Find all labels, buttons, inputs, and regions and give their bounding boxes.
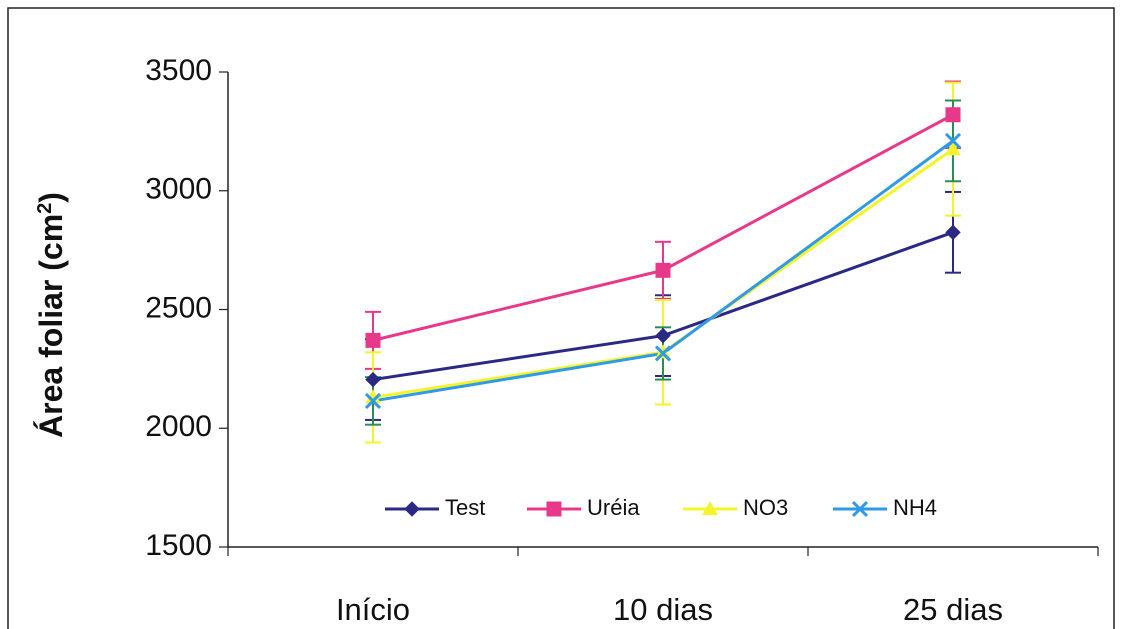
y-axis-label-suffix: ) <box>33 192 69 203</box>
legend-label-no3: NO3 <box>743 495 788 520</box>
plot-area: 1500 2000 2500 3000 3500 Início 10 dias 25 dias <box>145 54 1099 627</box>
y-axis-label-superscript: 2 <box>34 203 56 214</box>
legend-marker-uréia <box>546 501 562 517</box>
data-point-test <box>945 224 961 241</box>
legend-label-nh4: NH4 <box>893 495 937 520</box>
x-marker-stroke <box>851 500 869 518</box>
x-marker-stroke <box>944 132 962 149</box>
data-point-nh4 <box>944 132 962 149</box>
data-point-uréia <box>945 107 961 123</box>
legend-marker-no3 <box>702 500 718 516</box>
data-point-test <box>365 371 381 388</box>
legend-label-test: Test <box>445 495 485 520</box>
data-point-uréia <box>655 262 671 278</box>
legend: Test Uréia NO3 NH4 <box>385 495 937 520</box>
y-axis-label: Área foliar (cm2) <box>33 192 69 438</box>
data-point-no3 <box>945 141 961 156</box>
x-tick-label: Início <box>336 592 410 627</box>
y-tick-label: 3000 <box>145 173 212 206</box>
legend-marker-nh4 <box>851 500 869 518</box>
x-marker-stroke <box>364 392 382 409</box>
data-point-uréia <box>365 332 381 348</box>
x-marker-stroke <box>654 345 672 362</box>
y-tick-label: 2500 <box>145 291 212 324</box>
y-tick-label: 2000 <box>145 410 212 443</box>
data-point-test <box>655 327 671 344</box>
y-tick-label: 3500 <box>145 54 212 87</box>
chart-frame <box>7 7 1115 629</box>
legend-label-uréia: Uréia <box>587 495 640 520</box>
y-tick-label: 1500 <box>145 529 212 562</box>
legend-marker-test <box>404 501 420 517</box>
data-point-nh4 <box>364 392 382 409</box>
x-tick-label: 25 dias <box>903 592 1003 627</box>
data-point-nh4 <box>654 345 672 362</box>
y-axis-label-main: Área foliar (cm <box>33 214 69 438</box>
x-tick-label: 10 dias <box>613 592 713 627</box>
